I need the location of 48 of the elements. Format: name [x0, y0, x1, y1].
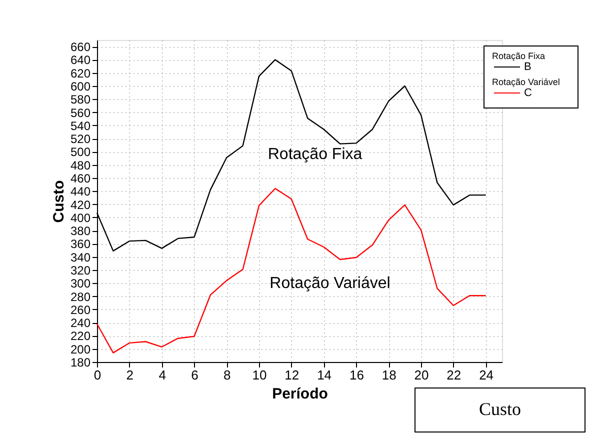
annotation: Rotação Fixa — [268, 146, 362, 163]
y-tick-label: 280 — [70, 290, 91, 304]
x-axis-title: Período — [272, 386, 328, 402]
y-tick-label: 300 — [70, 276, 91, 291]
x-tick-label: 20 — [414, 368, 429, 382]
x-tick-label: 0 — [94, 368, 102, 382]
y-tick-label: 620 — [70, 66, 91, 80]
y-tick-label: 660 — [70, 40, 91, 54]
y-tick-label: 400 — [70, 210, 91, 225]
y-tick-label: 180 — [70, 356, 91, 370]
x-tick-label: 14 — [317, 368, 332, 382]
x-tick-label: 2 — [126, 368, 134, 382]
y-tick-label: 360 — [70, 237, 91, 252]
x-tick-label: 16 — [349, 368, 364, 382]
legend-label: C — [524, 87, 532, 99]
y-tick-label: 520 — [70, 132, 91, 146]
y-tick-label: 600 — [70, 80, 91, 94]
y-tick-label: 220 — [70, 329, 91, 344]
y-tick-label: 560 — [70, 106, 91, 120]
x-tick-label: 8 — [223, 368, 231, 382]
x-tick-label: 12 — [284, 368, 300, 382]
y-tick-label: 440 — [70, 184, 91, 199]
y-tick-label: 420 — [70, 198, 91, 212]
y-tick-label: 480 — [70, 158, 91, 172]
x-tick-label: 22 — [446, 368, 462, 382]
y-tick-label: 380 — [70, 224, 91, 238]
x-tick-label: 24 — [479, 368, 494, 382]
y-tick-label: 460 — [70, 172, 91, 186]
y-tick-label: 240 — [70, 316, 91, 330]
x-tick-label: 4 — [158, 368, 166, 382]
line-series — [96, 188, 486, 354]
x-tick-label: 18 — [382, 368, 396, 382]
y-axis-title: Custo — [50, 180, 68, 223]
text: Custo — [478, 399, 522, 419]
legend-label: B — [524, 61, 532, 73]
y-tick-label: 260 — [70, 302, 91, 317]
annotation: Rotação Variável — [492, 77, 560, 87]
y-tick-label: 200 — [70, 342, 91, 356]
annotation: Rotação Variável — [270, 275, 390, 292]
y-tick-label: 580 — [70, 92, 91, 107]
y-tick-label: 320 — [70, 264, 91, 278]
annotation: Rotação Fixa — [492, 51, 546, 61]
y-tick-label: 540 — [70, 118, 91, 133]
y-tick-label: 340 — [70, 250, 91, 264]
y-tick-label: 500 — [70, 145, 91, 160]
y-tick-label: 640 — [70, 53, 91, 68]
x-tick-label: 10 — [252, 368, 267, 382]
x-tick-label: 6 — [191, 368, 198, 382]
